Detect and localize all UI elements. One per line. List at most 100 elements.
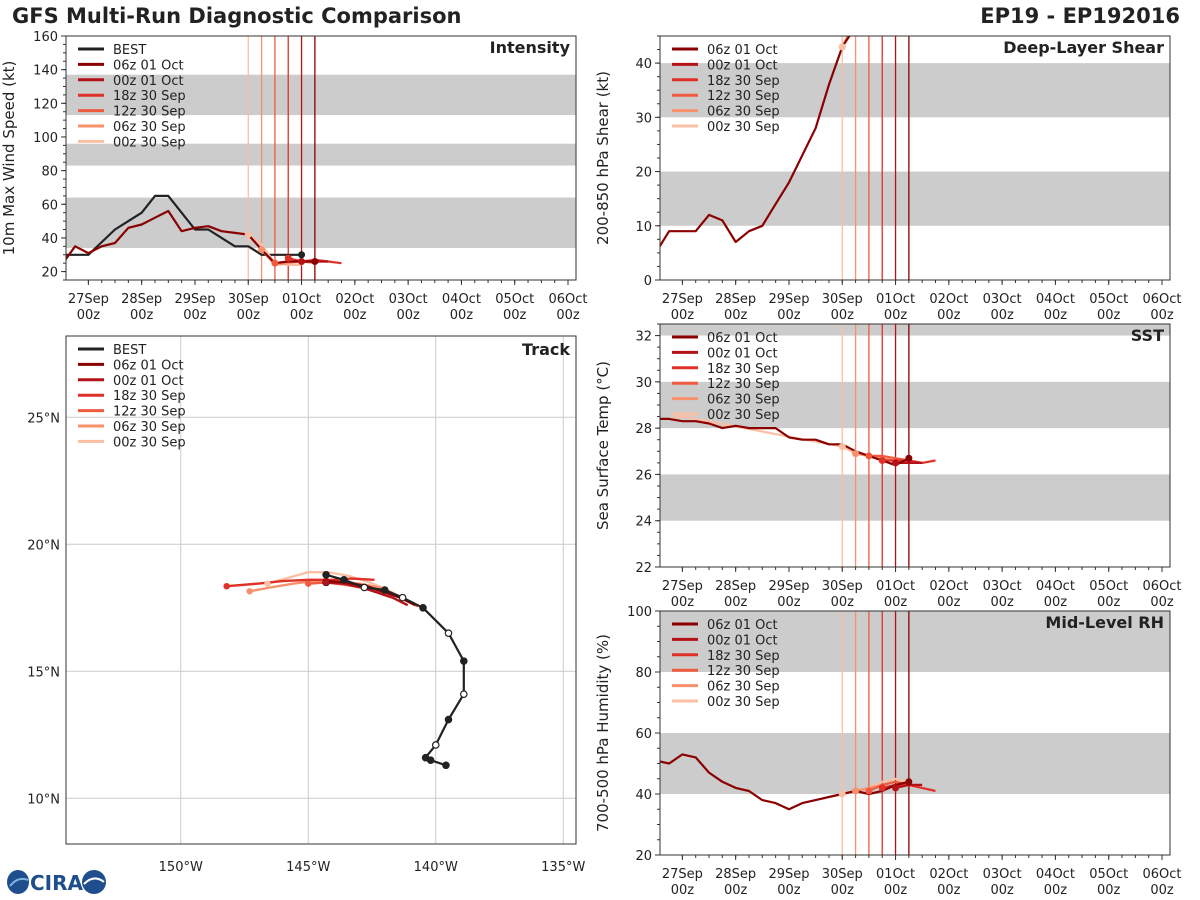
intensity-title: Intensity [490, 38, 571, 57]
sst-band [660, 381, 1170, 429]
shear-legend-label: 12z 30 Sep [707, 89, 780, 104]
intensity-ytick-label: 140 [33, 64, 58, 79]
sst-xtick-hour: 00z [990, 595, 1014, 610]
shear-xtick-date: 03Oct [983, 292, 1022, 307]
intensity-band [66, 197, 576, 249]
rh-xtick-hour: 00z [884, 883, 908, 898]
track-series-marker-2 [223, 582, 230, 590]
intensity-best-marker [298, 251, 306, 259]
rh-legend-label: 06z 01 Oct [707, 618, 778, 633]
intensity-marker-3 [271, 259, 279, 267]
sst-ytick-label: 28 [635, 422, 652, 437]
track-lat-label: 20°N [27, 538, 60, 553]
intensity-ytick-label: 20 [41, 266, 58, 281]
track-best-point [340, 576, 348, 584]
rh-xtick-date: 28Sep [715, 867, 756, 882]
intensity-xtick-hour: 00z [343, 308, 367, 323]
sst-legend-label: 00z 30 Sep [707, 408, 780, 423]
shear-xtick-date: 28Sep [715, 292, 756, 307]
intensity-xtick-hour: 00z [77, 308, 101, 323]
sst-xtick-hour: 00z [671, 595, 695, 610]
shear-xtick-hour: 00z [1150, 308, 1174, 323]
track-best-point [322, 570, 330, 579]
sst-ytick-label: 32 [635, 330, 652, 345]
rh-marker-5 [838, 790, 846, 798]
track-best-point [444, 715, 453, 724]
intensity-legend-label: 06z 30 Sep [113, 120, 186, 135]
panel-intensity [61, 35, 577, 285]
rh-marker-1 [892, 784, 900, 792]
intensity-xtick-date: 30Sep [228, 292, 269, 307]
track-series [223, 570, 468, 770]
sst-xtick-date: 27Sep [662, 579, 703, 594]
track-lat-label: 25°N [27, 411, 60, 426]
rh-ytick-label: 100 [627, 605, 652, 620]
sst-frame [659, 323, 1171, 568]
sst-xtick-hour: 00z [1044, 595, 1068, 610]
track-series-marker-1 [322, 579, 330, 586]
shear-xtick-hour: 00z [671, 308, 695, 323]
intensity-marker-4 [258, 246, 266, 254]
sst-ytick-label: 30 [635, 376, 652, 391]
sst-ylabel: Sea Surface Temp (°C) [594, 361, 612, 530]
intensity-legend-label: BEST [113, 43, 146, 58]
track-lon-label: 140°W [414, 860, 458, 875]
page-title: GFS Multi-Run Diagnostic Comparison [12, 4, 462, 28]
shear-xtick-date: 02Oct [929, 292, 968, 307]
cira-logo: CIRA [7, 870, 106, 895]
sst-xtick-date: 01Oct [876, 579, 915, 594]
rh-legend-label: 06z 30 Sep [707, 680, 780, 695]
rh-xtick-date: 03Oct [983, 867, 1022, 882]
shear-xtick-hour: 00z [1097, 308, 1121, 323]
shear-xtick-date: 01Oct [876, 292, 915, 307]
intensity-ytick-label: 120 [33, 97, 58, 112]
rh-xtick-hour: 00z [671, 883, 695, 898]
track-lon-label: 145°W [286, 860, 330, 875]
intensity-xtick-hour: 00z [130, 308, 154, 323]
track-lat-label: 15°N [27, 665, 60, 680]
shear-ytick-label: 20 [635, 166, 652, 181]
sst-xtick-date: 04Oct [1036, 579, 1075, 594]
storm-id: EP19 - EP192016 [980, 4, 1180, 28]
sst-marker-2 [878, 457, 886, 465]
shear-xtick-date: 06Oct [1142, 292, 1181, 307]
intensity-xtick-date: 02Oct [335, 292, 374, 307]
track-best-point [444, 629, 453, 637]
track-best-point [459, 690, 468, 698]
intensity-series [66, 194, 342, 267]
sst-xtick-date: 03Oct [983, 579, 1022, 594]
intensity-legend-label: 00z 01 Oct [113, 74, 184, 89]
intensity-xtick-hour: 00z [450, 308, 474, 323]
shear-xtick-hour: 00z [724, 308, 748, 323]
rh-xtick-hour: 00z [777, 883, 801, 898]
sst-legend-label: 06z 01 Oct [707, 331, 778, 346]
shear-band [660, 63, 1170, 118]
sst-legend-label: 18z 30 Sep [707, 362, 780, 377]
rh-xtick-date: 27Sep [662, 867, 703, 882]
shear-xtick-date: 29Sep [768, 292, 809, 307]
sst-xtick-date: 28Sep [715, 579, 756, 594]
intensity-band [66, 74, 576, 116]
sst-marker-1 [892, 459, 900, 467]
shear-xtick-hour: 00z [884, 308, 908, 323]
shear-legend-label: 00z 01 Oct [707, 58, 778, 73]
intensity-xtick-hour: 00z [556, 308, 580, 323]
intensity-band [66, 143, 576, 166]
track-legend-label: 00z 30 Sep [113, 435, 186, 450]
rh-xtick-date: 06Oct [1142, 867, 1181, 882]
sst-series [660, 415, 936, 467]
intensity-xtick-date: 28Sep [121, 292, 162, 307]
track-best-point [419, 603, 427, 612]
intensity-xtick-date: 03Oct [389, 292, 428, 307]
rh-xtick-hour: 00z [1044, 883, 1068, 898]
intensity-xtick-hour: 00z [183, 308, 207, 323]
rh-ytick-label: 40 [635, 788, 652, 803]
sst-band [660, 324, 1170, 336]
sst-marker-3 [865, 452, 873, 460]
rh-marker-3 [865, 787, 873, 795]
rh-legend-label: 12z 30 Sep [707, 664, 780, 679]
shear-legend-label: 06z 01 Oct [707, 43, 778, 58]
shear-ytick-label: 10 [635, 220, 652, 235]
track-legend-label: 06z 30 Sep [113, 420, 186, 435]
shear-xtick-date: 04Oct [1036, 292, 1075, 307]
